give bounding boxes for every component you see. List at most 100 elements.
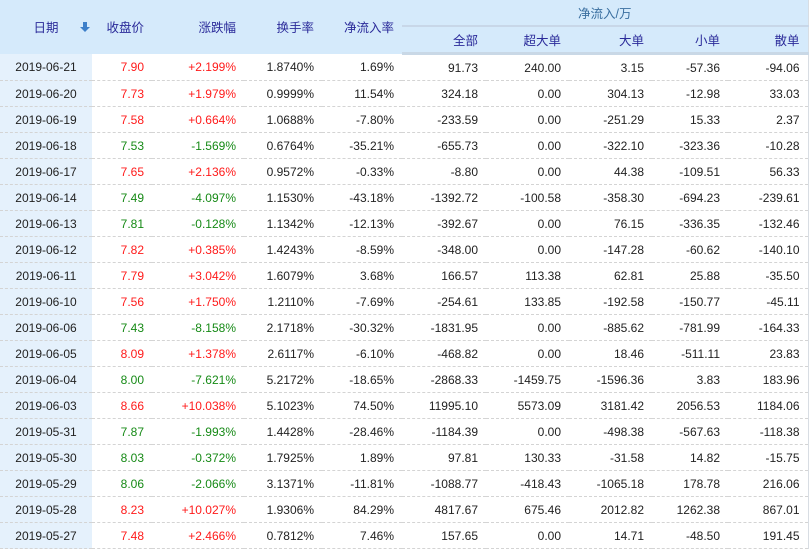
table-row: 2019-06-21 7.90 +2.199% 1.8740% 1.69% 91.73 24… xyxy=(0,53,808,81)
column-header-total[interactable]: 全部 xyxy=(402,26,486,55)
cell-close: 7.49 xyxy=(92,184,152,211)
cell-super-large: 0.00 xyxy=(486,210,569,237)
cell-date: 2019-05-31 xyxy=(0,418,92,445)
cell-net-rate: -6.10% xyxy=(322,340,402,367)
cell-super-large: 113.38 xyxy=(486,262,569,289)
cell-large: 62.81 xyxy=(569,262,652,289)
cell-net-rate: 74.50% xyxy=(322,392,402,419)
table-row: 2019-05-31 7.87 -1.993% 1.4428% -28.46% -1184… xyxy=(0,418,808,445)
cell-retail: -35.50 xyxy=(728,262,808,289)
cell-small: 2056.53 xyxy=(652,392,728,419)
column-header-close[interactable]: 收盘价 xyxy=(92,0,152,54)
cell-date: 2019-06-03 xyxy=(0,392,92,419)
cell-super-large: 0.00 xyxy=(486,106,569,133)
cell-super-large: 0.00 xyxy=(486,236,569,263)
cell-small: 178.78 xyxy=(652,470,728,497)
cell-close: 7.58 xyxy=(92,106,152,133)
cell-close: 7.90 xyxy=(92,53,152,81)
cell-total: -1831.95 xyxy=(402,314,486,341)
cell-total: 97.81 xyxy=(402,444,486,471)
cell-retail: -132.46 xyxy=(728,210,808,237)
cell-close: 7.87 xyxy=(92,418,152,445)
cell-turnover: 1.4428% xyxy=(244,418,322,445)
cell-change: +10.027% xyxy=(152,496,244,523)
sort-down-arrow-icon[interactable] xyxy=(80,22,90,33)
cell-small: -57.36 xyxy=(652,53,728,81)
cell-close: 7.56 xyxy=(92,288,152,315)
cell-large: -31.58 xyxy=(569,444,652,471)
cell-net-rate: 7.46% xyxy=(322,522,402,549)
cell-date: 2019-06-10 xyxy=(0,288,92,315)
table-row: 2019-06-06 7.43 -8.158% 2.1718% -30.32% -1831… xyxy=(0,314,808,341)
table-row: 2019-06-14 7.49 -4.097% 1.1530% -43.18% -1392… xyxy=(0,184,808,211)
cell-small: -109.51 xyxy=(652,158,728,185)
cell-net-rate: -28.46% xyxy=(322,418,402,445)
cell-date: 2019-06-06 xyxy=(0,314,92,341)
cell-total: -392.67 xyxy=(402,210,486,237)
cell-super-large: 0.00 xyxy=(486,418,569,445)
cell-change: +1.979% xyxy=(152,80,244,107)
cell-date: 2019-06-18 xyxy=(0,132,92,159)
table-row: 2019-06-20 7.73 +1.979% 0.9999% 11.54% 324.18… xyxy=(0,80,808,107)
column-header-date[interactable]: 日期 xyxy=(0,0,92,54)
cell-total: -348.00 xyxy=(402,236,486,263)
cell-change: -2.066% xyxy=(152,470,244,497)
cell-retail: 56.33 xyxy=(728,158,808,185)
cell-change: -0.128% xyxy=(152,210,244,237)
table-row: 2019-05-27 7.48 +2.466% 0.7812% 7.46% 157.65 0… xyxy=(0,522,808,549)
cell-total: -254.61 xyxy=(402,288,486,315)
cell-date: 2019-05-27 xyxy=(0,522,92,549)
table-row: 2019-06-10 7.56 +1.750% 1.2110% -7.69% -254.6… xyxy=(0,288,808,315)
cell-super-large: 130.33 xyxy=(486,444,569,471)
cell-super-large: 0.00 xyxy=(486,132,569,159)
cell-super-large: -1459.75 xyxy=(486,366,569,393)
cell-retail: 191.45 xyxy=(728,522,808,549)
cell-close: 7.81 xyxy=(92,210,152,237)
column-header-large[interactable]: 大单 xyxy=(569,26,652,55)
cell-large: -1065.18 xyxy=(569,470,652,497)
cell-date: 2019-05-29 xyxy=(0,470,92,497)
column-header-super-large[interactable]: 超大单 xyxy=(486,26,569,55)
column-header-net-rate[interactable]: 净流入率 xyxy=(322,0,402,54)
cell-close: 7.82 xyxy=(92,236,152,263)
cell-large: 3181.42 xyxy=(569,392,652,419)
table-row: 2019-06-03 8.66 +10.038% 5.1023% 74.50% 11995… xyxy=(0,392,808,419)
cell-total: -1088.77 xyxy=(402,470,486,497)
column-header-turnover[interactable]: 换手率 xyxy=(244,0,322,54)
cell-turnover: 5.2172% xyxy=(244,366,322,393)
cell-net-rate: 1.89% xyxy=(322,444,402,471)
cell-turnover: 3.1371% xyxy=(244,470,322,497)
cell-date: 2019-06-14 xyxy=(0,184,92,211)
cell-date: 2019-06-11 xyxy=(0,262,92,289)
cell-total: -468.82 xyxy=(402,340,486,367)
cell-total: 166.57 xyxy=(402,262,486,289)
cell-large: 18.46 xyxy=(569,340,652,367)
column-header-retail[interactable]: 散单 xyxy=(728,26,808,55)
cell-retail: 33.03 xyxy=(728,80,808,107)
cell-net-rate: -7.80% xyxy=(322,106,402,133)
cell-change: +0.664% xyxy=(152,106,244,133)
cell-turnover: 1.7925% xyxy=(244,444,322,471)
cell-retail: 216.06 xyxy=(728,470,808,497)
cell-small: -336.35 xyxy=(652,210,728,237)
cell-close: 7.65 xyxy=(92,158,152,185)
cell-total: 11995.10 xyxy=(402,392,486,419)
column-header-change[interactable]: 涨跌幅 xyxy=(152,0,244,54)
cell-small: -567.63 xyxy=(652,418,728,445)
cell-small: -60.62 xyxy=(652,236,728,263)
cell-date: 2019-05-30 xyxy=(0,444,92,471)
cell-large: -1596.36 xyxy=(569,366,652,393)
cell-change: +2.136% xyxy=(152,158,244,185)
cell-super-large: 5573.09 xyxy=(486,392,569,419)
cell-close: 8.06 xyxy=(92,470,152,497)
cell-net-rate: -43.18% xyxy=(322,184,402,211)
cell-close: 8.00 xyxy=(92,366,152,393)
cell-net-rate: 11.54% xyxy=(322,80,402,107)
cell-large: -498.38 xyxy=(569,418,652,445)
column-header-small[interactable]: 小单 xyxy=(652,26,728,55)
cell-turnover: 2.6117% xyxy=(244,340,322,367)
cell-turnover: 1.1342% xyxy=(244,210,322,237)
cell-small: -48.50 xyxy=(652,522,728,549)
cell-net-rate: -18.65% xyxy=(322,366,402,393)
cell-change: +3.042% xyxy=(152,262,244,289)
